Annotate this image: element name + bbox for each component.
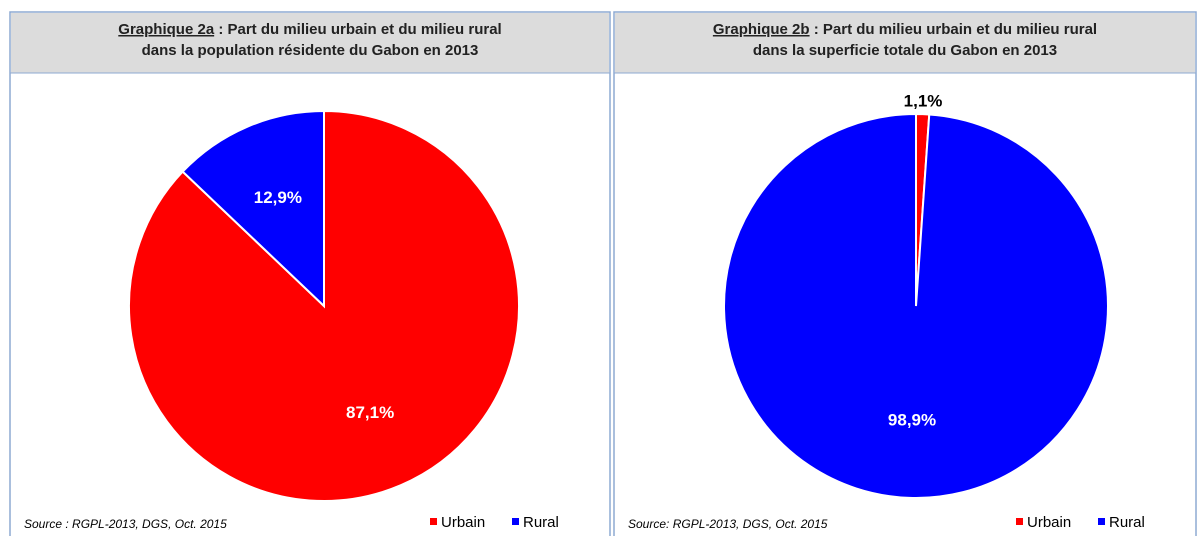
title-text: : Part du milieu urbain et du milieu rur…: [753, 21, 1097, 59]
pie-slice: [181, 109, 325, 309]
source-note: Source : RGPL-2013, DGS, Oct. 2015: [24, 517, 227, 531]
title-prefix: Graphique 2b: [713, 21, 810, 38]
data-label: 87,1%: [346, 403, 394, 422]
panel-header: [615, 13, 1195, 73]
chart-panel: Graphique 2a : Part du milieu urbain et …: [9, 11, 611, 536]
chart-title: Graphique 2b : Part du milieu urbain et …: [713, 21, 1097, 59]
legend-label: Rural: [523, 514, 559, 531]
data-label: 12,9%: [254, 188, 302, 207]
legend-label: Rural: [1109, 514, 1145, 531]
chart-panel: Graphique 2b : Part du milieu urbain et …: [613, 11, 1197, 536]
data-label: 98,9%: [888, 411, 936, 430]
legend-swatch: [1016, 518, 1023, 525]
title-line: : Part du milieu urbain et du milieu rur…: [810, 21, 1098, 38]
title-line: dans la population résidente du Gabon en…: [142, 42, 479, 59]
panel-header: [11, 13, 609, 73]
legend-label: Urbain: [1027, 514, 1071, 531]
legend-swatch: [430, 518, 437, 525]
legend-label: Urbain: [441, 514, 485, 531]
title-line: dans la superficie totale du Gabon en 20…: [753, 42, 1057, 59]
data-label: 1,1%: [904, 92, 943, 111]
chart-title: Graphique 2a : Part du milieu urbain et …: [118, 21, 501, 59]
legend-swatch: [512, 518, 519, 525]
title-prefix: Graphique 2a: [118, 21, 215, 38]
title-text: : Part du milieu urbain et du milieu rur…: [142, 21, 502, 59]
source-note: Source: RGPL-2013, DGS, Oct. 2015: [628, 517, 828, 531]
pie-slice: [723, 112, 1109, 499]
title-line: : Part du milieu urbain et du milieu rur…: [214, 21, 502, 38]
legend-swatch: [1098, 518, 1105, 525]
